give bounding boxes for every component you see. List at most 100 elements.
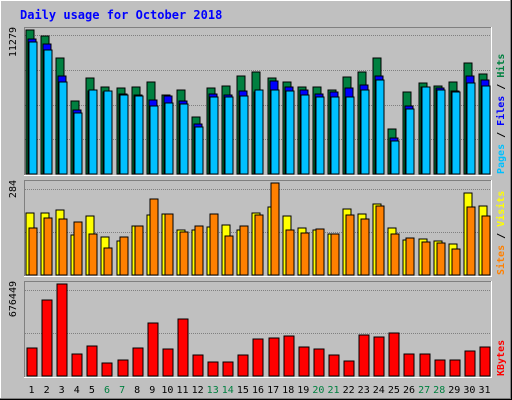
pages-bar: [149, 105, 159, 175]
kbytes-bar: [449, 359, 461, 377]
middle-legend: Sites / Visits: [495, 191, 507, 275]
x-tick-label: 10: [161, 385, 173, 396]
x-tick-label: 8: [134, 385, 140, 396]
sites-bar: [103, 247, 113, 276]
pages-bar: [119, 94, 129, 175]
sites-bar: [254, 214, 264, 276]
x-tick-label: 11: [176, 385, 188, 396]
top-panel: 11279 Pages / Files / Hits: [8, 27, 507, 176]
pages-bar: [58, 81, 68, 175]
pages-bar: [134, 95, 144, 175]
kbytes-bar: [222, 361, 234, 377]
kbytes-bar: [132, 347, 144, 377]
sites-bar: [149, 198, 159, 276]
kbytes-bar: [283, 335, 295, 377]
kbytes-bar: [479, 346, 491, 377]
bottom-panel: 676449 KBytes: [8, 281, 507, 378]
kbytes-bar: [147, 322, 159, 377]
sites-bar: [436, 242, 446, 276]
kbytes-bar: [117, 359, 129, 377]
x-tick-label: 15: [237, 385, 249, 396]
pages-bar: [43, 49, 53, 175]
kbytes-bar: [252, 338, 264, 377]
bottom-legend: KBytes: [496, 340, 507, 376]
legend-item-hits: Hits: [495, 54, 507, 84]
chart-title: Daily usage for October 2018: [20, 8, 222, 22]
x-tick-label: 22: [343, 385, 355, 396]
pages-bar: [345, 96, 355, 175]
legend-item-files: Files: [495, 96, 507, 132]
kbytes-bar: [268, 337, 280, 377]
x-tick-label: 14: [222, 385, 234, 396]
sites-bar: [134, 225, 144, 276]
kbytes-bar: [56, 283, 68, 377]
kbytes-bar: [313, 348, 325, 377]
kbytes-bar: [26, 347, 38, 377]
sites-bar: [28, 227, 38, 276]
pages-bar: [466, 82, 476, 175]
pages-bar: [405, 108, 415, 175]
kbytes-bar: [177, 318, 189, 377]
x-tick-label: 13: [207, 385, 219, 396]
middle-panel: 284 Sites / Visits: [8, 180, 507, 277]
pages-bar: [270, 89, 280, 175]
x-tick-label: 27: [418, 385, 430, 396]
sites-bar: [239, 225, 249, 276]
x-tick-label: 19: [297, 385, 309, 396]
legend-separator: /: [496, 233, 507, 245]
x-tick-label: 23: [358, 385, 370, 396]
sites-bar: [390, 233, 400, 276]
kbytes-bar: [162, 348, 174, 377]
pages-bar: [360, 89, 370, 175]
pages-bar: [390, 140, 400, 175]
sites-bar: [451, 248, 461, 276]
pages-bar: [421, 86, 431, 175]
legend-item-visits: Visits: [495, 191, 507, 233]
x-tick-label: 28: [433, 385, 445, 396]
pages-bar: [73, 112, 83, 175]
pages-bar: [330, 96, 340, 175]
pages-bar: [300, 94, 310, 175]
x-tick-label: 25: [388, 385, 400, 396]
sites-bar: [360, 218, 370, 276]
x-tick-label: 29: [448, 385, 460, 396]
sites-bar: [73, 221, 83, 276]
pages-bar: [103, 90, 113, 175]
pages-bar: [239, 95, 249, 175]
kbytes-bar: [237, 354, 249, 377]
pages-bar: [164, 102, 174, 175]
x-tick-label: 1: [28, 385, 34, 396]
kbytes-bar: [388, 332, 400, 377]
x-tick-label: 17: [267, 385, 279, 396]
pages-bar: [285, 90, 295, 175]
pages-bar: [28, 41, 38, 175]
sites-bar: [179, 231, 189, 276]
kbytes-bar: [298, 346, 310, 377]
sites-bar: [466, 206, 476, 276]
sites-bar: [421, 241, 431, 276]
kbytes-bar: [86, 345, 98, 377]
pages-bar: [315, 96, 325, 175]
chart-panels: 11279 Pages / Files / Hits 284 Sites / Visi…: [8, 27, 507, 378]
sites-bar: [375, 205, 385, 276]
kbytes-bar: [403, 353, 415, 377]
pages-bar: [436, 89, 446, 175]
kbytes-bar: [101, 362, 113, 377]
x-tick-label: 20: [312, 385, 324, 396]
x-tick-label: 18: [282, 385, 294, 396]
pages-bar: [481, 85, 491, 175]
sites-bar: [88, 233, 98, 276]
sites-bar: [164, 213, 174, 276]
pages-bar: [375, 79, 385, 175]
x-tick-label: 2: [44, 385, 50, 396]
legend-separator: /: [496, 84, 507, 96]
kbytes-bar: [192, 354, 204, 377]
pages-bar: [254, 89, 264, 175]
kbytes-bar: [434, 359, 446, 377]
sites-bar: [285, 229, 295, 276]
kbytes-bar: [207, 361, 219, 377]
sites-bar: [300, 232, 310, 276]
sites-bar: [481, 215, 491, 276]
sites-bar: [270, 182, 280, 276]
